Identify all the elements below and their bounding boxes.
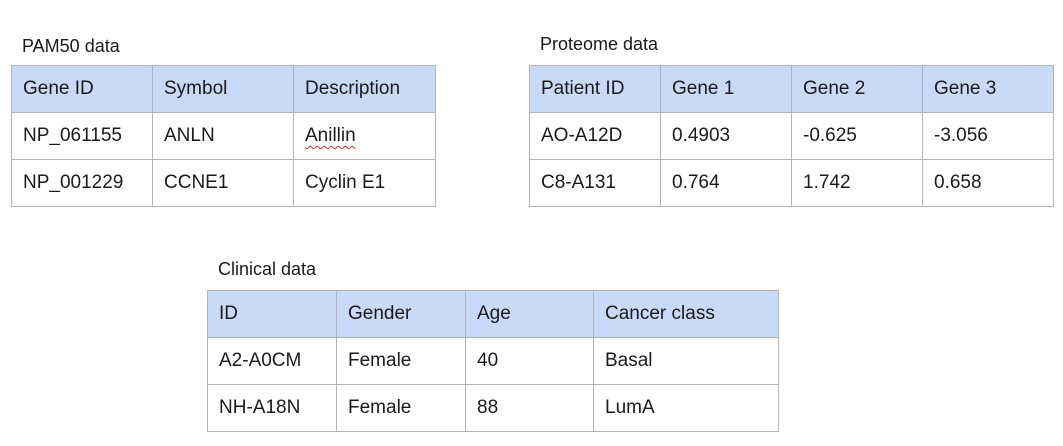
table-cell[interactable]: C8-A131	[529, 159, 661, 207]
table-cell[interactable]: CCNE1	[152, 159, 294, 207]
pam50-table-caption: PAM50 data	[22, 36, 120, 56]
misspelled-word: Anillin	[305, 125, 356, 146]
table-cell[interactable]: Female	[336, 337, 466, 385]
proteome-table-caption: Proteome data	[540, 34, 659, 54]
column-header-gene-2[interactable]: Gene 2	[791, 65, 923, 113]
column-header-id[interactable]: ID	[207, 290, 337, 338]
table-cell[interactable]: 0.658	[922, 159, 1054, 207]
table-cell[interactable]: A2-A0CM	[207, 337, 337, 385]
clinical-table-caption: Clinical data	[218, 259, 317, 279]
table-cell[interactable]: 40	[465, 337, 594, 385]
table-header-row: ID Gender Age Cancer class	[207, 290, 779, 338]
table-cell[interactable]: NP_001229	[11, 159, 153, 207]
table-cell[interactable]: ANLN	[152, 112, 294, 160]
column-header-gene-1[interactable]: Gene 1	[660, 65, 792, 113]
table-row: AO-A12D 0.4903 -0.625 -3.056	[529, 112, 1054, 160]
table-cell[interactable]: Anillin	[293, 112, 436, 160]
column-header-patient-id[interactable]: Patient ID	[529, 65, 661, 113]
column-header-gender[interactable]: Gender	[336, 290, 466, 338]
column-header-age[interactable]: Age	[465, 290, 594, 338]
table-cell[interactable]: 1.742	[791, 159, 923, 207]
table-cell[interactable]: Cyclin E1	[293, 159, 436, 207]
pam50-table: Gene ID Symbol Description NP_061155 ANL…	[11, 65, 436, 207]
table-cell[interactable]: -0.625	[791, 112, 923, 160]
table-cell[interactable]: 88	[465, 384, 594, 432]
table-row: C8-A131 0.764 1.742 0.658	[529, 159, 1054, 207]
table-cell[interactable]: Basal	[593, 337, 779, 385]
table-header-row: Gene ID Symbol Description	[11, 65, 436, 113]
table-row: NP_001229 CCNE1 Cyclin E1	[11, 159, 436, 207]
table-cell[interactable]: 0.4903	[660, 112, 792, 160]
clinical-table: ID Gender Age Cancer class A2-A0CM Femal…	[207, 290, 779, 432]
table-header-row: Patient ID Gene 1 Gene 2 Gene 3	[529, 65, 1054, 113]
column-header-cancer-class[interactable]: Cancer class	[593, 290, 779, 338]
table-cell[interactable]: -3.056	[922, 112, 1054, 160]
table-cell[interactable]: AO-A12D	[529, 112, 661, 160]
column-header-symbol[interactable]: Symbol	[152, 65, 294, 113]
table-cell[interactable]: NH-A18N	[207, 384, 337, 432]
proteome-table: Patient ID Gene 1 Gene 2 Gene 3 AO-A12D …	[529, 65, 1054, 207]
table-cell[interactable]: Female	[336, 384, 466, 432]
table-row: A2-A0CM Female 40 Basal	[207, 337, 779, 385]
column-header-gene-id[interactable]: Gene ID	[11, 65, 153, 113]
table-cell[interactable]: 0.764	[660, 159, 792, 207]
table-cell[interactable]: LumA	[593, 384, 779, 432]
table-cell[interactable]: NP_061155	[11, 112, 153, 160]
table-row: NP_061155 ANLN Anillin	[11, 112, 436, 160]
column-header-gene-3[interactable]: Gene 3	[922, 65, 1054, 113]
column-header-description[interactable]: Description	[293, 65, 436, 113]
table-row: NH-A18N Female 88 LumA	[207, 384, 779, 432]
